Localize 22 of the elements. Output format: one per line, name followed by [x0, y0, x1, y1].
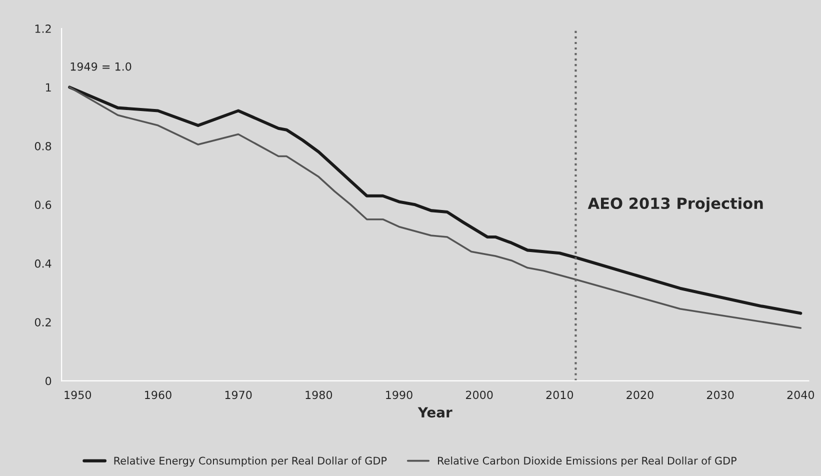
y-tick-label: 0.6 — [34, 200, 52, 210]
x-tick-label: 2030 — [706, 390, 734, 400]
x-tick-label: 2010 — [546, 390, 574, 400]
x-tick-label: 1950 — [64, 390, 92, 400]
legend-label: Relative Carbon Dioxide Emissions per Real Dollar of GDP — [438, 456, 736, 467]
y-tick-label: 0.4 — [34, 259, 52, 268]
ref-line-label: AEO 2013 Projection — [588, 197, 763, 212]
x-tick-label: 2040 — [787, 390, 814, 400]
legend-label: Relative Energy Consumption per Real Dollar of GDP — [114, 456, 387, 467]
x-tick-label: 2020 — [626, 390, 654, 400]
x-tick-label: 1970 — [225, 390, 252, 400]
y-tick-label: 0 — [46, 376, 52, 386]
x-tick-label: 1960 — [145, 390, 172, 400]
y-tick-label: 1 — [46, 83, 51, 92]
y-tick-label: 0.8 — [34, 142, 52, 150]
y-tick-label: 0.2 — [34, 318, 51, 326]
annotation: 1949 = 1.0 — [70, 62, 132, 71]
x-tick-label: 1990 — [386, 390, 412, 400]
y-tick-label: 1.2 — [35, 24, 51, 33]
x-axis-title: Year — [418, 407, 452, 418]
x-tick-label: 1980 — [306, 390, 332, 400]
x-tick-label: 2000 — [466, 390, 493, 400]
